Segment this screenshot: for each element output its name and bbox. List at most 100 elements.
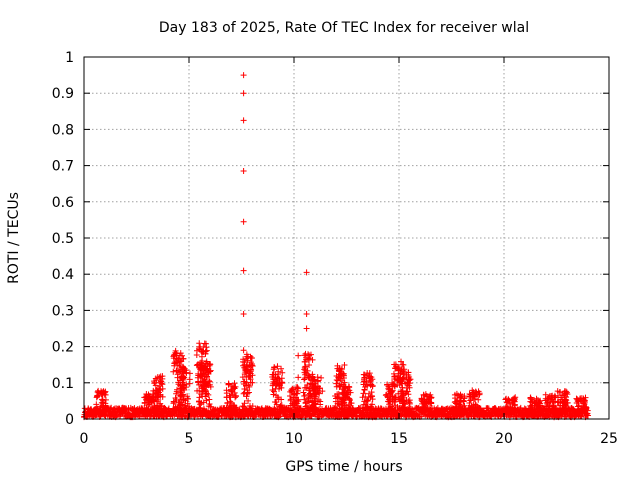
data-point bbox=[149, 405, 156, 412]
data-point bbox=[170, 352, 177, 359]
data-point bbox=[296, 408, 303, 415]
data-point bbox=[145, 391, 152, 398]
data-point bbox=[207, 383, 214, 390]
data-point bbox=[194, 387, 201, 394]
data-point bbox=[559, 392, 566, 399]
grid-lines bbox=[84, 57, 609, 419]
data-point bbox=[155, 405, 162, 412]
data-point bbox=[339, 389, 346, 396]
data-point bbox=[401, 390, 408, 397]
x-tick-label: 5 bbox=[185, 431, 194, 447]
data-point bbox=[229, 382, 236, 389]
data-point bbox=[362, 401, 369, 408]
data-point bbox=[143, 408, 150, 415]
data-point bbox=[346, 396, 353, 403]
data-point bbox=[406, 384, 413, 391]
data-point bbox=[392, 376, 399, 383]
data-point bbox=[99, 396, 106, 403]
data-point bbox=[400, 361, 407, 368]
data-point bbox=[228, 403, 235, 410]
data-point bbox=[245, 363, 252, 370]
data-point bbox=[312, 390, 319, 397]
data-point bbox=[197, 401, 204, 408]
data-point bbox=[337, 375, 344, 382]
y-axis-label: ROTI / TECUs bbox=[6, 192, 22, 284]
data-point bbox=[405, 398, 412, 405]
data-point bbox=[406, 397, 413, 404]
data-point bbox=[194, 361, 201, 368]
data-point bbox=[205, 377, 212, 384]
outlier-point bbox=[240, 347, 247, 354]
data-point bbox=[240, 358, 247, 365]
data-point bbox=[503, 404, 510, 411]
x-tick-label: 25 bbox=[600, 431, 618, 447]
data-point bbox=[291, 399, 298, 406]
data-point bbox=[456, 401, 463, 408]
data-point bbox=[197, 359, 204, 366]
y-tick-label: 0.5 bbox=[52, 231, 74, 247]
outlier-point bbox=[240, 90, 247, 97]
data-point bbox=[184, 400, 191, 407]
data-point bbox=[476, 405, 483, 412]
data-point bbox=[241, 400, 248, 407]
data-point bbox=[198, 400, 205, 407]
data-point bbox=[249, 403, 256, 410]
data-point bbox=[397, 388, 404, 395]
y-tick-label: 0.6 bbox=[52, 195, 74, 211]
data-point bbox=[285, 405, 292, 412]
data-point bbox=[170, 368, 177, 375]
data-point bbox=[385, 385, 392, 392]
data-point bbox=[545, 407, 552, 414]
data-point bbox=[387, 398, 394, 405]
data-point bbox=[186, 403, 193, 410]
data-point bbox=[360, 390, 367, 397]
data-point bbox=[344, 385, 351, 392]
outlier-point bbox=[295, 374, 302, 381]
data-point bbox=[274, 375, 281, 382]
data-point bbox=[198, 364, 205, 371]
data-point bbox=[248, 367, 255, 374]
data-points bbox=[81, 72, 591, 421]
data-point bbox=[531, 397, 538, 404]
data-point bbox=[290, 395, 297, 402]
data-point bbox=[204, 360, 211, 367]
data-point bbox=[150, 398, 157, 405]
data-point bbox=[157, 392, 164, 399]
data-point bbox=[93, 407, 100, 414]
data-point bbox=[177, 391, 184, 398]
data-point bbox=[551, 407, 558, 414]
outlier-point bbox=[303, 325, 310, 332]
data-point bbox=[333, 383, 340, 390]
data-point bbox=[145, 401, 152, 408]
data-point bbox=[232, 392, 239, 399]
data-point bbox=[177, 382, 184, 389]
y-tick-label: 0.7 bbox=[52, 159, 74, 175]
data-point bbox=[271, 364, 278, 371]
data-point bbox=[307, 351, 314, 358]
data-point bbox=[276, 381, 283, 388]
data-point bbox=[172, 347, 179, 354]
data-point bbox=[315, 396, 322, 403]
data-point bbox=[388, 388, 395, 395]
data-point bbox=[306, 355, 313, 362]
data-point bbox=[97, 403, 104, 410]
data-point bbox=[340, 374, 347, 381]
data-point bbox=[244, 387, 251, 394]
data-point bbox=[423, 392, 430, 399]
data-point bbox=[511, 398, 518, 405]
data-point bbox=[200, 388, 207, 395]
data-point bbox=[229, 388, 236, 395]
data-point bbox=[269, 386, 276, 393]
data-point bbox=[205, 391, 212, 398]
outlier-point bbox=[295, 352, 302, 359]
data-point bbox=[332, 404, 339, 411]
data-point bbox=[347, 400, 354, 407]
data-point bbox=[306, 373, 313, 380]
data-point bbox=[275, 371, 282, 378]
data-point bbox=[317, 401, 324, 408]
data-point bbox=[404, 379, 411, 386]
data-point bbox=[200, 405, 207, 412]
chart-title: Day 183 of 2025, Rate Of TEC Index for r… bbox=[159, 20, 529, 36]
y-tick-label: 0.3 bbox=[52, 303, 74, 319]
y-tick-label: 0.9 bbox=[52, 86, 74, 102]
